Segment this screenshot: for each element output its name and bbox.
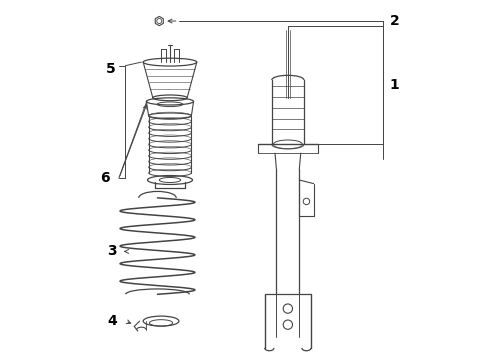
Text: 4: 4 xyxy=(107,314,117,328)
Text: 3: 3 xyxy=(107,244,117,258)
Text: 2: 2 xyxy=(390,14,399,28)
Text: 1: 1 xyxy=(390,78,399,92)
Text: 5: 5 xyxy=(106,62,116,76)
Text: 6: 6 xyxy=(100,171,110,185)
